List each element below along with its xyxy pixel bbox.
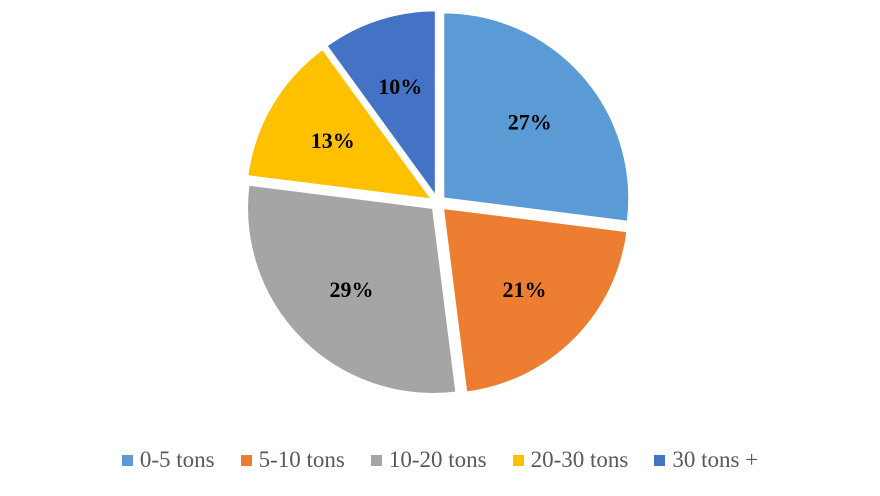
legend-item: 20-30 tons <box>512 447 629 473</box>
legend-item: 5-10 tons <box>240 447 345 473</box>
pie-slice-30-tons <box>325 9 437 200</box>
legend-item: 0-5 tons <box>121 447 215 473</box>
legend-item: 10-20 tons <box>370 447 487 473</box>
legend-swatch <box>121 454 133 466</box>
legend-swatch <box>654 454 666 466</box>
data-label: 10% <box>378 74 422 99</box>
data-label: 13% <box>311 128 355 153</box>
legend-label: 0-5 tons <box>139 447 215 472</box>
legend-label: 10-20 tons <box>388 447 487 472</box>
legend-label: 30 tons + <box>672 447 759 472</box>
legend-label: 20-30 tons <box>530 447 629 472</box>
legend-swatch <box>370 454 382 466</box>
data-label: 27% <box>508 110 552 135</box>
pie-slice-20-30-tons <box>246 47 435 201</box>
pie-slice-10-20-tons <box>246 183 458 395</box>
pie-slice-5-10-tons <box>441 206 629 394</box>
pie-chart-plot: 27% 21% 29% 13% 10% <box>246 9 631 395</box>
legend-item: 30 tons + <box>654 447 758 473</box>
legend-swatch <box>240 454 252 466</box>
data-label: 21% <box>502 277 546 302</box>
pie-slice-0-5-tons <box>442 11 631 223</box>
data-label: 29% <box>330 277 374 302</box>
legend-swatch <box>512 454 524 466</box>
legend-label: 5-10 tons <box>258 447 345 472</box>
chart-legend: 0-5 tons 5-10 tons 10-20 tons 20-30 tons 30 … <box>0 440 880 480</box>
